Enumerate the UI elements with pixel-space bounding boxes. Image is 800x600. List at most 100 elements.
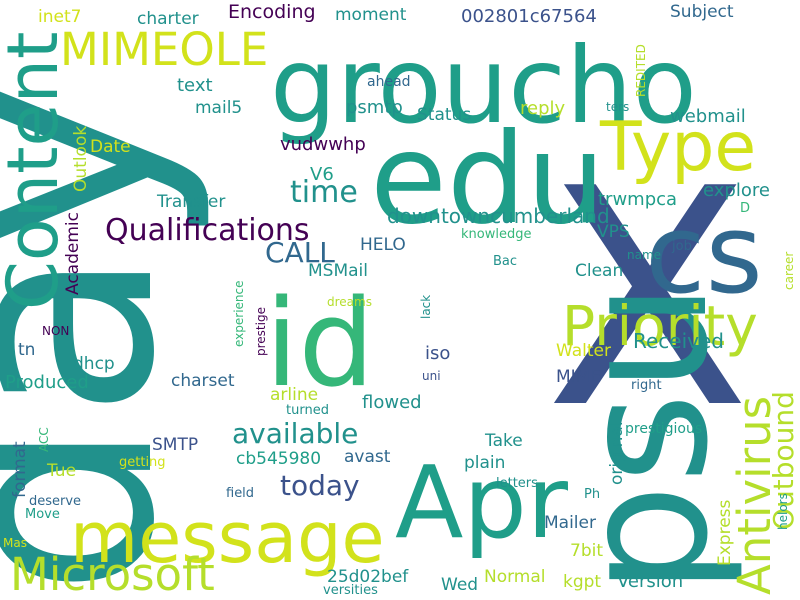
cloud-word: Subject	[670, 2, 734, 22]
cloud-word: name	[627, 248, 661, 262]
cloud-word: reply	[520, 98, 566, 119]
cloud-word: MIME	[556, 367, 601, 387]
cloud-word: flowed	[362, 392, 422, 413]
cloud-word: available	[232, 417, 358, 450]
cloud-word: lack	[419, 295, 433, 319]
cloud-word: field	[226, 486, 254, 501]
cloud-word: Outlook	[71, 126, 91, 192]
cloud-word: Walter	[556, 341, 611, 361]
cloud-word: NON	[42, 324, 69, 338]
cloud-word: Microsoft	[10, 548, 215, 600]
cloud-word: tn	[18, 340, 35, 360]
cloud-word: VPS	[597, 222, 630, 242]
cloud-word: job	[671, 239, 692, 254]
cloud-word: explore	[703, 180, 770, 201]
cloud-word: message	[70, 497, 385, 579]
cloud-word: HELO	[360, 235, 406, 255]
cloud-word: Mailer	[544, 513, 596, 533]
cloud-word: avast	[344, 447, 391, 467]
cloud-word: charter	[137, 9, 199, 29]
cloud-word: Apr	[395, 444, 569, 561]
cloud-word: Ph	[584, 487, 600, 502]
cloud-word: Received	[633, 329, 724, 353]
cloud-word: career	[782, 252, 796, 290]
cloud-word: Version	[617, 571, 683, 592]
cloud-word: letters	[496, 476, 538, 491]
cloud-word: Express	[715, 499, 735, 566]
cloud-word: SMTP	[152, 435, 198, 455]
cloud-word: time	[290, 175, 358, 210]
cloud-word: 002801c67564	[461, 6, 597, 27]
cloud-word: format	[10, 441, 30, 498]
cloud-word: Produced	[5, 372, 89, 393]
cloud-word: MSMail	[308, 261, 368, 281]
cloud-word: webmail	[670, 106, 746, 127]
cloud-word: MIMEOLE	[60, 23, 268, 76]
cloud-word: D	[740, 201, 750, 216]
cloud-word: Outbound	[767, 391, 800, 530]
cloud-word: 25d02bef	[327, 567, 409, 587]
cloud-word: inet7	[38, 7, 81, 27]
cloud-word: CALL	[265, 236, 335, 269]
cloud-word: charset	[171, 371, 235, 391]
cloud-word: right	[631, 378, 662, 393]
cloud-word: versities	[323, 583, 378, 598]
cloud-word: X	[545, 125, 751, 474]
cloud-word: Qualifications	[105, 213, 310, 248]
cloud-word: prestige	[254, 307, 268, 356]
cloud-word: Mas	[3, 536, 27, 550]
cloud-word: turned	[286, 403, 329, 418]
cloud-word: knowledge	[461, 227, 531, 242]
cloud-word: plain	[464, 453, 505, 473]
cloud-word: arline	[270, 385, 318, 405]
cloud-word: cb545980	[236, 449, 321, 469]
cloud-word: Take	[484, 431, 523, 451]
cloud-word: Bac	[493, 254, 517, 269]
cloud-word: id	[265, 275, 375, 414]
cloud-word: Content	[0, 32, 74, 310]
cloud-word: Academic	[63, 212, 83, 295]
cloud-word: Normal	[484, 567, 546, 587]
cloud-word: ahead	[367, 74, 411, 90]
cloud-word: prestigious	[625, 421, 702, 437]
cloud-word: kgpt	[563, 572, 601, 592]
cloud-word: Type	[599, 108, 756, 187]
cloud-word: getting	[119, 455, 166, 470]
cloud-word: mail5	[195, 98, 242, 118]
cloud-word: psmtp	[346, 97, 403, 118]
cloud-word: ACC	[37, 427, 51, 452]
cloud-word: dreams	[327, 295, 372, 309]
cloud-word: groucho	[270, 25, 697, 147]
cloud-word: iso	[425, 343, 450, 364]
cloud-word: Date	[90, 137, 131, 157]
cloud-word: today	[280, 469, 360, 502]
cloud-word: cs	[645, 190, 763, 318]
cloud-word: trwmpca	[598, 189, 677, 210]
cloud-word: Wed	[441, 575, 478, 595]
cloud-word: deserve	[29, 494, 81, 509]
cloud-word: experience	[232, 280, 246, 347]
cloud-word: Antivirus	[728, 396, 781, 595]
cloud-word: psu	[544, 282, 747, 595]
cloud-word: moment	[335, 5, 407, 25]
cloud-word: edu	[370, 107, 605, 252]
cloud-word: Move	[25, 507, 60, 522]
cloud-word: Tue	[46, 461, 76, 481]
cloud-word: vudwwhp	[280, 134, 366, 155]
cloud-word: V6	[310, 164, 334, 185]
cloud-word: original	[607, 421, 627, 485]
cloud-word: day	[0, 82, 217, 597]
cloud-word: uni	[422, 369, 441, 383]
cloud-word: helors	[776, 493, 790, 530]
cloud-word: Status	[417, 105, 471, 125]
cloud-word: 7bit	[570, 541, 603, 561]
cloud-word: ters	[606, 100, 629, 114]
cloud-word: Transfer	[156, 192, 225, 212]
cloud-word: dhcp	[73, 354, 115, 374]
cloud-word: Clean	[575, 261, 623, 281]
cloud-word: Encoding	[228, 1, 316, 23]
cloud-word: downtowncumberland	[387, 204, 610, 228]
cloud-word: text	[177, 75, 213, 96]
